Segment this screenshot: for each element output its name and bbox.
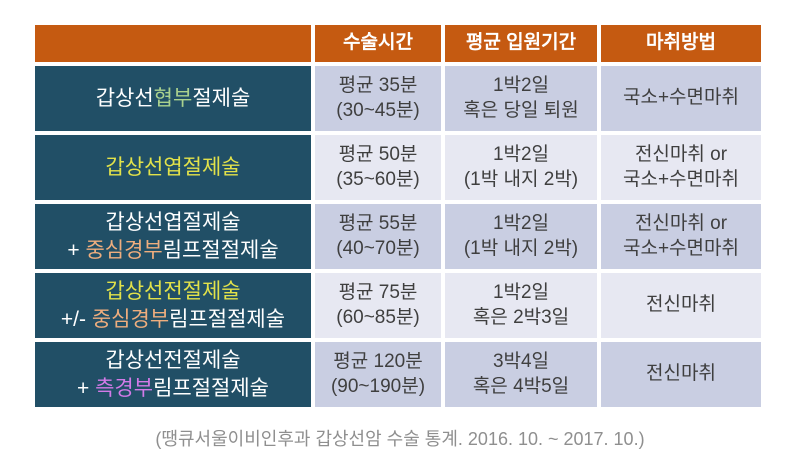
procedure-segment: 갑상선전절제술: [105, 280, 241, 304]
cell-line: (1박 내지 2박): [463, 168, 579, 190]
anesthesia-cell: 전신마취 or 국소+수면마취: [601, 204, 761, 269]
cell-line: 1박2일: [492, 281, 550, 303]
procedure-segment: 절제술: [192, 86, 251, 110]
procedure-line: 갑상선전절제술: [105, 347, 240, 374]
source-caption: (땡큐서울이비인후과 갑상선암 수술 통계. 2016. 10. ~ 2017.…: [155, 429, 645, 449]
cell-line: 전신마취: [646, 294, 716, 316]
procedure-segment: 갑상선: [95, 86, 154, 110]
anesthesia-cell: 국소+수면마취: [601, 66, 761, 131]
surgery-time-cell: 평균 35분 (30~45분): [315, 66, 441, 131]
cell-line: 국소+수면마취: [623, 237, 739, 259]
anesthesia-cell: 전신마취 or 국소+수면마취: [601, 135, 761, 200]
cell-line: 1박2일: [492, 74, 550, 96]
hospital-stay-cell: 1박2일 (1박 내지 2박): [445, 135, 597, 200]
procedure-segment: 중심경부: [85, 238, 163, 262]
surgery-stats-table: 수술시간 평균 입원기간 마취방법 갑상선협부절제술 평균 35분 (30~45분)…: [35, 25, 765, 407]
procedure-line: + 측경부림프절절제술: [77, 375, 269, 402]
anesthesia-cell: 전신마취: [601, 342, 761, 407]
header-cell-procedure: [35, 25, 311, 62]
anesthesia-cell: 전신마취: [601, 273, 761, 338]
procedure-segment: +: [67, 238, 86, 262]
procedure-cell: 갑상선전절제술 +/- 중심경부림프절절제술: [35, 273, 311, 338]
procedure-segment: 중심경부: [91, 307, 170, 331]
cell-line: 평균 120분: [333, 350, 423, 372]
cell-line: (30~45분): [336, 99, 420, 121]
header-cell-surgery-time: 수술시간: [315, 25, 441, 62]
procedure-cell: 갑상선전절제술 + 측경부림프절절제술: [35, 342, 311, 407]
procedure-segment: 갑상선엽절제술: [105, 155, 241, 179]
procedure-cell: 갑상선엽절제술: [35, 135, 311, 200]
header-cell-anesthesia: 마취방법: [601, 25, 761, 62]
cell-line: (40~70분): [336, 237, 420, 259]
procedure-segment: 측경부: [95, 376, 154, 400]
cell-line: 국소+수면마취: [623, 87, 739, 109]
cell-line: (35~60분): [336, 168, 420, 190]
cell-line: 전신마취: [646, 363, 716, 385]
cell-line: 1박2일: [492, 212, 550, 234]
procedure-segment: 림프절절제술: [153, 376, 269, 400]
cell-line: 평균 35분: [338, 74, 418, 96]
cell-line: 혹은 2박3일: [472, 306, 570, 328]
procedure-line: 갑상선엽절제술: [105, 154, 240, 181]
surgery-time-cell: 평균 55분 (40~70분): [315, 204, 441, 269]
cell-line: (1박 내지 2박): [463, 237, 579, 259]
cell-line: 평균 55분: [338, 212, 418, 234]
surgery-time-cell: 평균 120분 (90~190분): [315, 342, 441, 407]
procedure-cell: 갑상선협부절제술: [35, 66, 311, 131]
cell-line: 1박2일: [492, 143, 550, 165]
procedure-segment: 갑상선엽절제술: [105, 211, 241, 235]
cell-line: 혹은 당일 퇴원: [463, 99, 579, 121]
procedure-segment: 협부: [153, 86, 193, 110]
cell-line: 국소+수면마취: [623, 168, 739, 190]
cell-line: 전신마취 or: [634, 143, 728, 165]
procedure-line: 갑상선엽절제술: [105, 209, 240, 236]
surgery-time-cell: 평균 75분 (60~85분): [315, 273, 441, 338]
surgery-time-cell: 평균 50분 (35~60분): [315, 135, 441, 200]
cell-line: 평균 50분: [338, 143, 418, 165]
procedure-segment: 갑상선전절제술: [105, 349, 241, 373]
cell-line: 혹은 4박5일: [472, 375, 570, 397]
procedure-segment: +: [77, 376, 96, 400]
procedure-segment: 림프절절제술: [169, 307, 286, 331]
procedure-line: +/- 중심경부림프절절제술: [61, 306, 285, 333]
procedure-segment: +/-: [60, 307, 92, 331]
procedure-line: + 중심경부림프절절제술: [67, 237, 278, 264]
procedure-cell: 갑상선엽절제술 + 중심경부림프절절제술: [35, 204, 311, 269]
cell-line: (60~85분): [336, 306, 420, 328]
cell-line: 3박4일: [492, 350, 550, 372]
cell-line: 전신마취 or: [634, 212, 728, 234]
hospital-stay-cell: 1박2일 (1박 내지 2박): [445, 204, 597, 269]
procedure-line: 갑상선협부절제술: [96, 85, 251, 112]
procedure-line: 갑상선전절제술: [105, 278, 240, 305]
header-cell-hospital-stay: 평균 입원기간: [445, 25, 597, 62]
procedure-segment: 림프절절제술: [162, 238, 279, 262]
cell-line: (90~190분): [330, 375, 426, 397]
cell-line: 평균 75분: [338, 281, 418, 303]
